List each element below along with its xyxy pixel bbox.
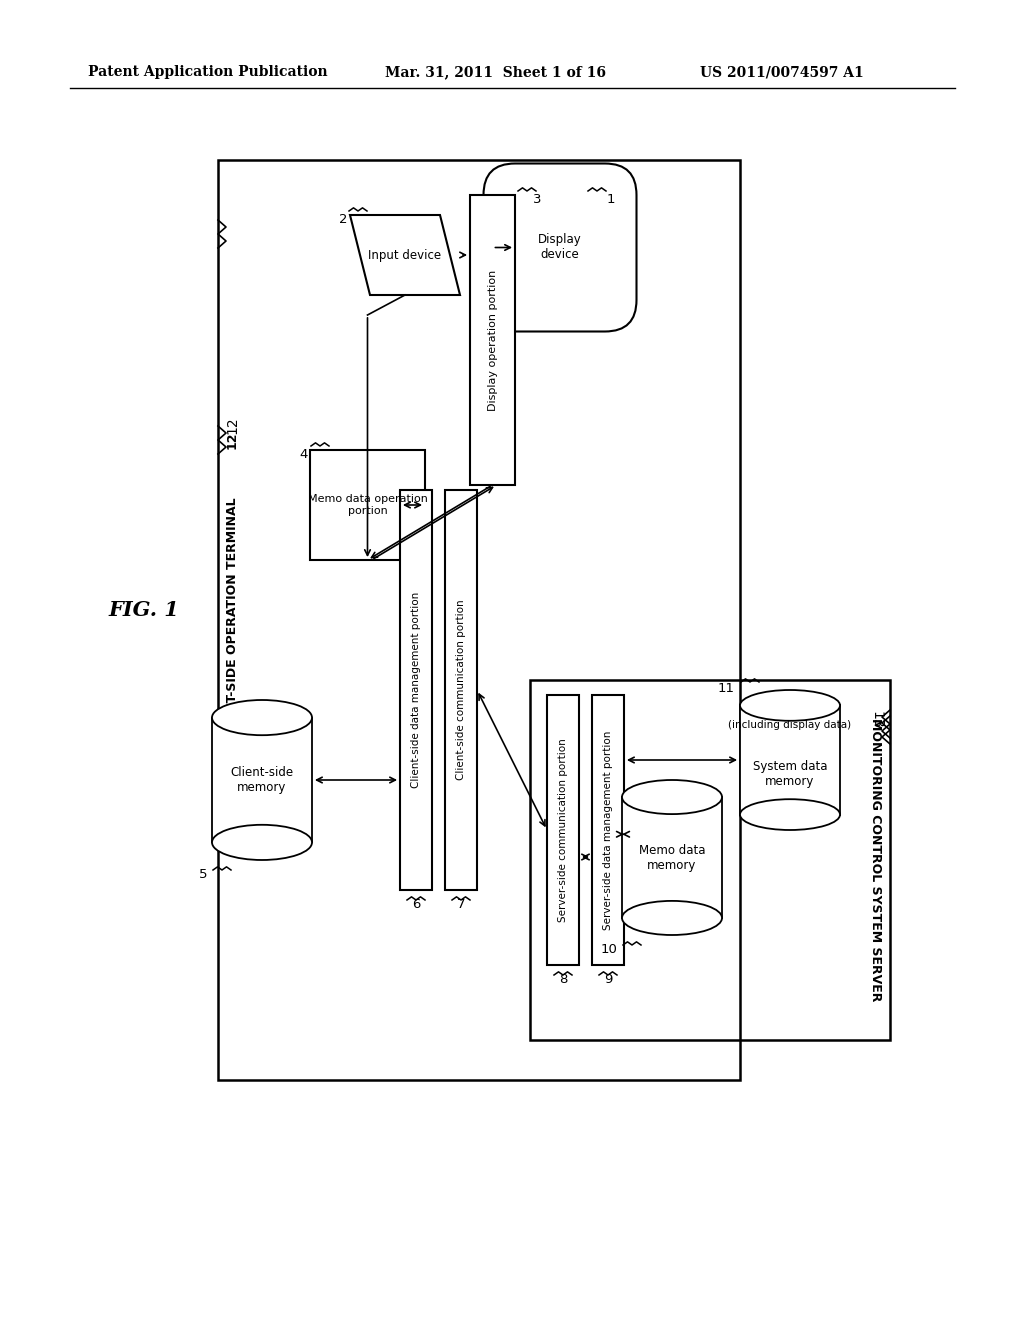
Bar	[218, 160, 740, 1080]
Bar	[212, 718, 312, 842]
Text: 1: 1	[607, 193, 615, 206]
Bar	[592, 696, 624, 965]
Text: 13: 13	[869, 711, 883, 729]
Bar	[310, 450, 425, 560]
Bar	[740, 705, 840, 814]
Bar	[400, 490, 432, 890]
Text: Memo data operation
portion: Memo data operation portion	[307, 494, 427, 516]
Text: Display operation portion: Display operation portion	[487, 269, 498, 411]
Text: (including display data): (including display data)	[728, 719, 852, 730]
Text: Server-side communication portion: Server-side communication portion	[558, 738, 568, 921]
Bar	[530, 680, 890, 1040]
Text: Input device: Input device	[369, 248, 441, 261]
Text: Server-side data management portion: Server-side data management portion	[603, 730, 613, 929]
Text: MONITORING CONTROL SYSTEM SERVER: MONITORING CONTROL SYSTEM SERVER	[869, 718, 883, 1002]
Bar	[547, 696, 579, 965]
Text: 2: 2	[340, 213, 348, 226]
Text: Memo data
memory: Memo data memory	[639, 843, 706, 871]
Text: 5: 5	[199, 869, 207, 880]
Ellipse shape	[740, 690, 840, 721]
Text: 11: 11	[718, 682, 735, 696]
Text: System data
memory: System data memory	[753, 760, 827, 788]
Text: 12: 12	[225, 416, 239, 434]
Text: FIG. 1: FIG. 1	[108, 601, 179, 620]
Text: CLIENT-SIDE OPERATION TERMINAL: CLIENT-SIDE OPERATION TERMINAL	[225, 498, 239, 743]
Text: Client-side
memory: Client-side memory	[230, 766, 294, 795]
Ellipse shape	[212, 825, 312, 861]
Text: 3: 3	[534, 193, 542, 206]
Text: 6: 6	[412, 898, 420, 911]
Text: US 2011/0074597 A1: US 2011/0074597 A1	[700, 65, 864, 79]
Text: Client-side communication portion: Client-side communication portion	[456, 599, 466, 780]
Bar	[445, 490, 477, 890]
Text: 9: 9	[604, 973, 612, 986]
Ellipse shape	[622, 900, 722, 935]
Text: Client-side data management portion: Client-side data management portion	[411, 591, 421, 788]
Text: 7: 7	[457, 898, 465, 911]
Bar	[470, 195, 515, 484]
Polygon shape	[350, 215, 460, 294]
FancyBboxPatch shape	[483, 164, 637, 331]
Text: 8: 8	[559, 973, 567, 986]
Ellipse shape	[212, 700, 312, 735]
Text: Patent Application Publication: Patent Application Publication	[88, 65, 328, 79]
Text: 4: 4	[300, 447, 308, 461]
Bar	[622, 797, 722, 917]
Text: 12: 12	[225, 432, 239, 449]
Text: Mar. 31, 2011  Sheet 1 of 16: Mar. 31, 2011 Sheet 1 of 16	[385, 65, 606, 79]
Text: Display
device: Display device	[539, 234, 582, 261]
Ellipse shape	[622, 780, 722, 814]
Text: 10: 10	[600, 942, 617, 956]
Ellipse shape	[740, 799, 840, 830]
